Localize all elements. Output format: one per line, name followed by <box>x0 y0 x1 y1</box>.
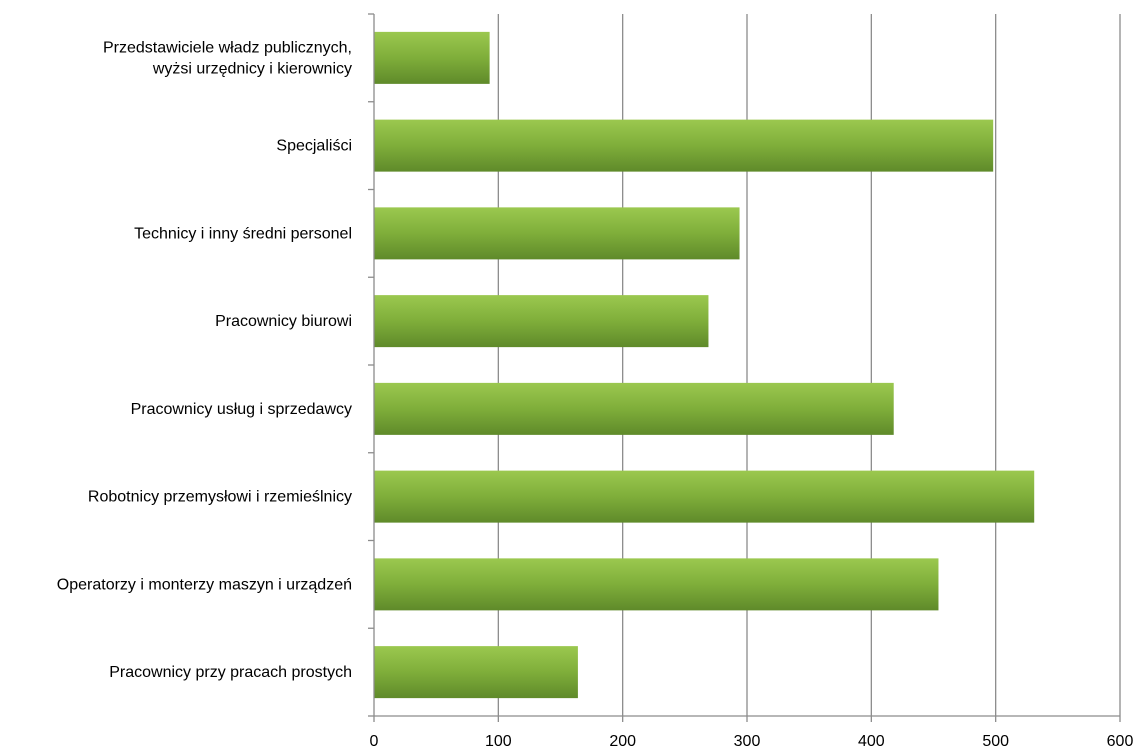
category-label-line: Robotnicy przemysłowi i rzemieślnicy <box>88 489 352 506</box>
category-label: Specjaliści <box>276 138 352 155</box>
bar <box>374 470 1035 523</box>
x-tick-label: 100 <box>485 733 512 747</box>
category-label: Pracownicy usług i sprzedawcy <box>131 401 352 418</box>
x-tick-label: 500 <box>982 733 1009 747</box>
gridlines <box>497 14 1121 716</box>
category-label-line: wyżsi urzędnicy i kierownicy <box>152 60 352 77</box>
bar <box>374 295 709 348</box>
category-label-line: Pracownicy biurowi <box>215 313 352 330</box>
category-label: Pracownicy przy pracach prostych <box>109 664 352 681</box>
category-label-line: Operatorzy i monterzy maszyn i urządzeń <box>57 576 352 593</box>
x-tick-label: 400 <box>858 733 885 747</box>
category-label-line: Specjaliści <box>276 138 352 155</box>
x-tick-label: 0 <box>370 733 379 747</box>
axes <box>368 13 1121 722</box>
bar <box>374 207 740 260</box>
category-label-line: Pracownicy przy pracach prostych <box>109 664 352 681</box>
category-labels: Przedstawiciele władz publicznych, wyżsi … <box>57 39 352 681</box>
category-label-line: Przedstawiciele władz publicznych, <box>103 39 352 56</box>
x-tick-label: 300 <box>734 733 761 747</box>
x-tick-label: 200 <box>609 733 636 747</box>
category-label: Operatorzy i monterzy maszyn i urządzeń <box>57 576 352 593</box>
bar <box>374 31 490 84</box>
bar <box>374 382 894 435</box>
category-label-line: Pracownicy usług i sprzedawcy <box>131 401 352 418</box>
bar <box>374 646 578 699</box>
category-label-line: Technicy i inny średni personel <box>134 225 352 242</box>
category-label: Przedstawiciele władz publicznych, wyżsi … <box>103 39 352 77</box>
bars <box>374 31 1035 699</box>
x-tick-label: 600 <box>1107 733 1134 747</box>
tick-labels: 0 100 200 300 400 500 600 <box>370 733 1134 750</box>
category-label: Robotnicy przemysłowi i rzemieślnicy <box>88 489 352 506</box>
bar <box>374 119 994 172</box>
category-label: Pracownicy biurowi <box>215 313 352 330</box>
category-label: Technicy i inny średni personel <box>134 225 352 242</box>
bar <box>374 558 939 611</box>
